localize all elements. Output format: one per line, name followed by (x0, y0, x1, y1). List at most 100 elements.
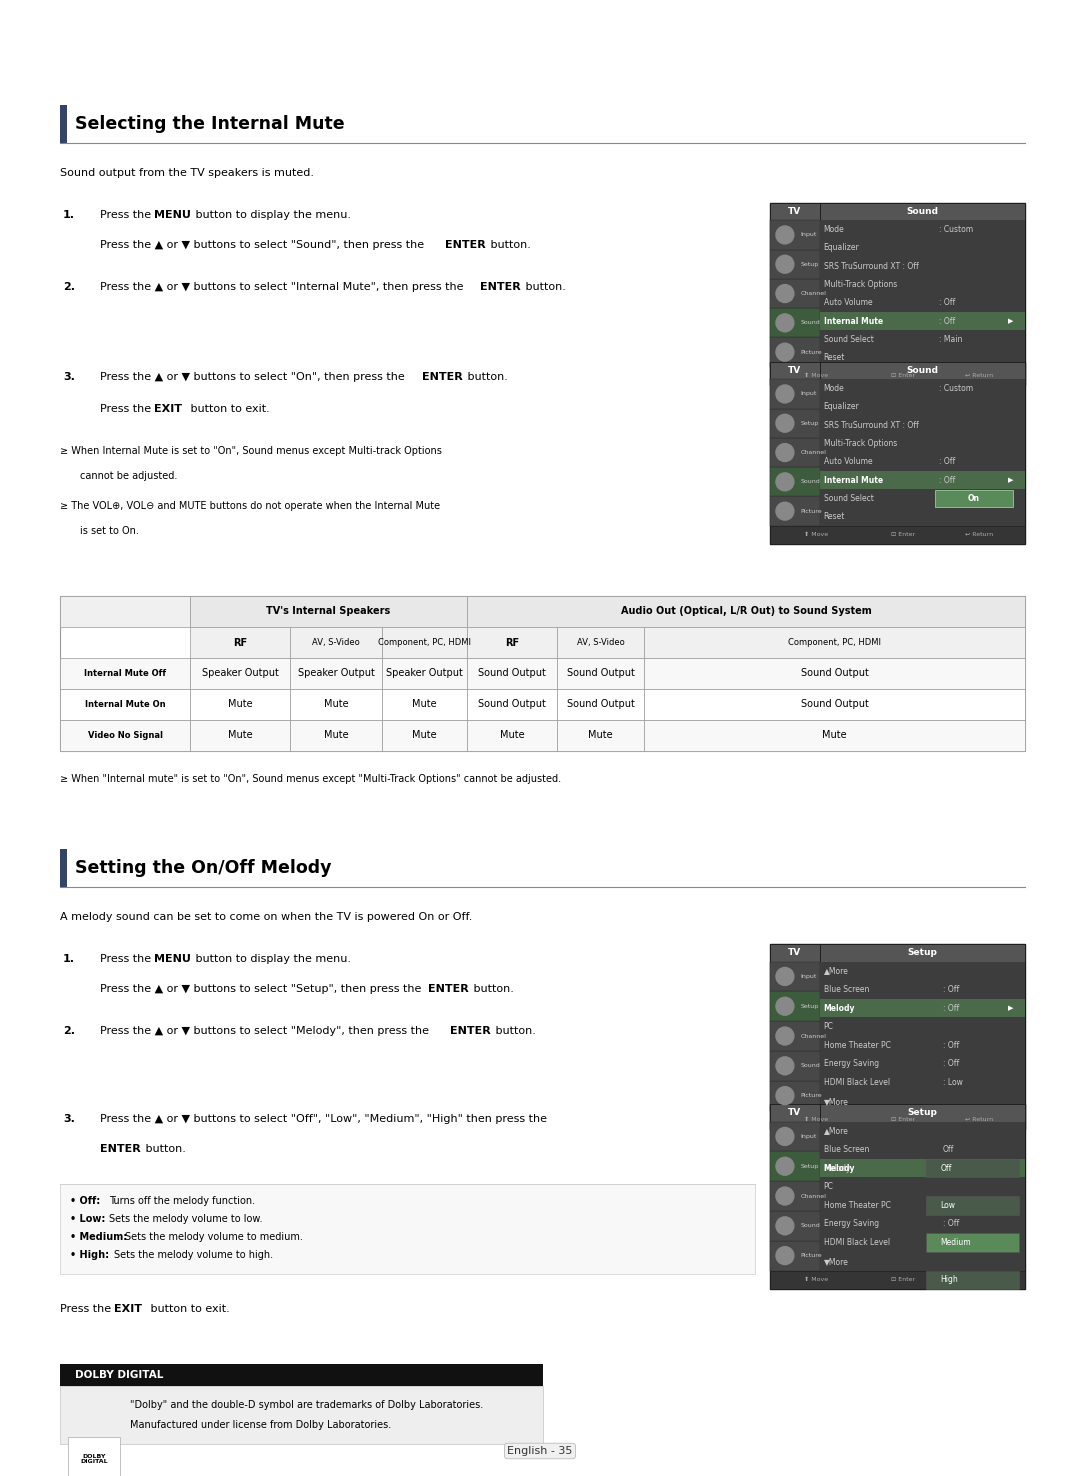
Text: Sound Select: Sound Select (824, 494, 874, 503)
Text: Home Theater PC: Home Theater PC (824, 1201, 891, 1210)
Text: Mute: Mute (500, 731, 524, 741)
Bar (60, 1364, 542, 1386)
Text: : Off: : Off (939, 458, 955, 466)
Text: button to exit.: button to exit. (147, 1303, 230, 1314)
Circle shape (775, 1128, 794, 1145)
Bar (820, 397, 1025, 416)
Text: ▼More: ▼More (824, 1097, 849, 1106)
Circle shape (775, 314, 794, 332)
Bar (820, 362, 1025, 379)
Text: 2.: 2. (63, 282, 75, 292)
Bar (190, 627, 291, 658)
Text: ▲More: ▲More (824, 967, 849, 976)
Text: PC: PC (824, 1023, 834, 1032)
Text: RF: RF (505, 638, 519, 648)
Text: TV: TV (788, 1108, 801, 1117)
Text: button.: button. (492, 1026, 536, 1036)
Bar (820, 1139, 1025, 1159)
Text: : On: : On (939, 494, 955, 503)
Bar (770, 1210, 820, 1241)
Text: is set to On.: is set to On. (80, 525, 139, 536)
Bar (190, 658, 291, 689)
Text: button.: button. (522, 282, 566, 292)
Bar (820, 1159, 1025, 1178)
Text: : Custom: : Custom (939, 384, 973, 393)
Text: Press the ▲ or ▼ buttons to select "On", then press the: Press the ▲ or ▼ buttons to select "On",… (100, 372, 408, 382)
Text: Sound Output: Sound Output (567, 700, 634, 710)
Circle shape (775, 472, 794, 492)
Text: Internal Mute: Internal Mute (824, 316, 882, 326)
Bar (382, 720, 467, 751)
Bar (770, 496, 820, 525)
Bar (820, 311, 1025, 331)
Text: ENTER: ENTER (480, 282, 521, 292)
Text: : Custom: : Custom (939, 224, 973, 235)
Bar (820, 945, 1025, 961)
Text: ▲More: ▲More (824, 1126, 849, 1135)
Text: • Off:: • Off: (70, 1196, 100, 1206)
Circle shape (775, 385, 794, 403)
Bar (291, 658, 382, 689)
Bar (770, 1122, 820, 1151)
Bar (557, 689, 644, 720)
Text: Setup: Setup (907, 1108, 937, 1117)
Text: Video No Signal: Video No Signal (87, 731, 162, 739)
Text: : Off: : Off (933, 1163, 949, 1172)
Text: RF: RF (233, 638, 247, 648)
Bar (770, 1241, 820, 1271)
Text: Sets the melody volume to medium.: Sets the melody volume to medium. (125, 1232, 303, 1241)
Text: ENTER: ENTER (422, 372, 462, 382)
Bar (820, 239, 1025, 257)
Text: ENTER: ENTER (428, 984, 469, 993)
Text: MENU: MENU (154, 953, 191, 964)
Text: : Off: : Off (943, 1219, 959, 1228)
Text: Home Theater PC: Home Theater PC (824, 1041, 891, 1049)
Bar (770, 1151, 820, 1181)
Bar (927, 1196, 1018, 1215)
Bar (927, 1159, 1018, 1178)
Bar (770, 409, 820, 438)
Text: ENTER: ENTER (100, 1144, 140, 1154)
Text: button to exit.: button to exit. (187, 404, 270, 413)
Text: Sound: Sound (906, 366, 939, 375)
Bar (770, 308, 820, 338)
Text: ≥ The VOL⊕, VOL⊖ and MUTE buttons do not operate when the Internal Mute: ≥ The VOL⊕, VOL⊖ and MUTE buttons do not… (60, 500, 441, 511)
Bar (382, 627, 467, 658)
Text: Mute: Mute (413, 731, 436, 741)
Bar (770, 1181, 820, 1210)
Text: ⊡ Enter: ⊡ Enter (891, 1117, 915, 1122)
Text: : Off: : Off (943, 984, 959, 993)
Text: Off: Off (941, 1163, 951, 1172)
Text: ≥ When "Internal mute" is set to "On", Sound menus except "Multi-Track Options" : ≥ When "Internal mute" is set to "On", S… (60, 773, 562, 784)
Bar (644, 658, 1025, 689)
Bar (382, 658, 467, 689)
Text: Channel: Channel (801, 1194, 826, 1199)
Text: Multi-Track Options: Multi-Track Options (824, 438, 897, 447)
Text: Picture: Picture (801, 509, 823, 514)
Bar (820, 1122, 1025, 1139)
Text: Sound Select: Sound Select (824, 335, 874, 344)
Text: button.: button. (487, 241, 531, 249)
Text: Picture: Picture (801, 350, 823, 354)
Text: TV: TV (788, 207, 801, 215)
Bar (820, 508, 1025, 525)
Text: AV, S-Video: AV, S-Video (312, 638, 360, 646)
Bar (557, 658, 644, 689)
Bar (820, 980, 1025, 999)
Bar (291, 720, 382, 751)
Text: Internal Mute Off: Internal Mute Off (84, 669, 166, 677)
Text: Speaker Output: Speaker Output (386, 669, 463, 679)
Bar (820, 204, 1025, 220)
Bar (60, 1184, 755, 1274)
Bar (770, 945, 820, 961)
Circle shape (775, 1247, 794, 1265)
Bar (820, 489, 1025, 508)
Text: Melody: Melody (824, 1163, 851, 1172)
Bar (770, 525, 1025, 545)
Text: Press the ▲ or ▼ buttons to select "Melody", then press the: Press the ▲ or ▼ buttons to select "Melo… (100, 1026, 432, 1036)
Text: DOLBY DIGITAL: DOLBY DIGITAL (75, 1370, 163, 1380)
Bar (820, 1178, 1025, 1196)
Text: Sound Output: Sound Output (478, 669, 545, 679)
Text: button to display the menu.: button to display the menu. (192, 210, 351, 220)
Circle shape (775, 1057, 794, 1075)
